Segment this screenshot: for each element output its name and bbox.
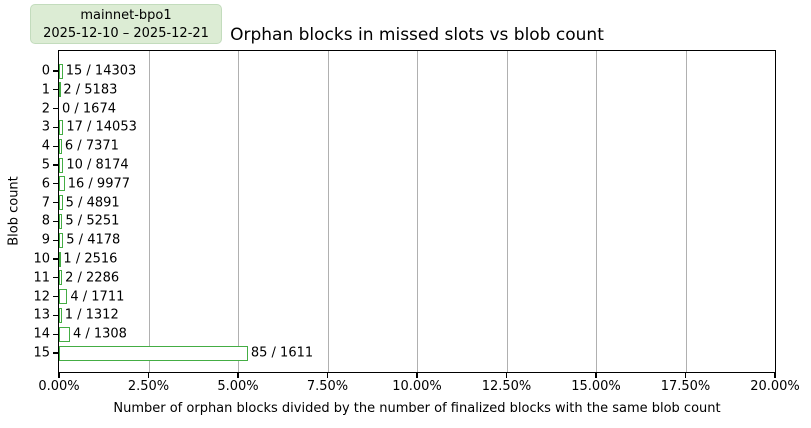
y-tick-mark — [53, 202, 58, 204]
bar-value-label: 5 / 4891 — [65, 195, 120, 211]
bar-value-label: 6 / 7371 — [64, 138, 119, 154]
x-tick-label: 20.00% — [750, 379, 800, 394]
x-tick-mark — [684, 373, 687, 378]
y-tick-mark — [53, 314, 58, 316]
bar-value-label: 4 / 1308 — [72, 326, 127, 342]
y-tick-label: 12 — [33, 289, 50, 305]
plot-area: 0.00% 2.50% 5.00% 7.50% 10.00% 12.50% 15.00% 17… — [33, 50, 800, 394]
x-tick-mark — [774, 373, 776, 378]
x-tick-label: 15.00% — [571, 379, 621, 394]
bar-value-label: 2 / 5183 — [63, 82, 118, 98]
y-tick-mark — [53, 333, 58, 335]
x-tick-mark — [147, 373, 150, 378]
y-tick-mark — [53, 352, 58, 354]
gridline — [685, 51, 687, 372]
bar — [59, 63, 63, 79]
bar-value-label: 1 / 1312 — [64, 307, 119, 323]
y-tick-mark — [53, 70, 58, 72]
y-tick-mark — [53, 258, 58, 260]
bar — [59, 119, 64, 135]
bar — [59, 195, 63, 211]
y-tick-label: 1 — [41, 82, 50, 98]
bar-value-label: 5 / 5251 — [65, 213, 120, 229]
bar — [59, 289, 68, 305]
legend-series-name: mainnet-bpo1 — [80, 8, 172, 23]
y-axis-label: Blob count — [6, 176, 22, 246]
y-tick-label: 3 — [41, 119, 50, 135]
gridline — [417, 51, 418, 372]
x-tick-mark — [58, 373, 60, 378]
gridline — [506, 51, 508, 372]
y-tick-label: 2 — [41, 101, 50, 117]
bar-value-label: 85 / 1611 — [250, 345, 314, 361]
y-tick-mark — [53, 164, 58, 166]
bar — [59, 176, 65, 192]
y-tick-label: 11 — [33, 270, 50, 286]
legend-badge: mainnet-bpo1 2025-12-10 – 2025-12-21 — [30, 4, 222, 44]
y-tick-mark — [53, 145, 58, 147]
bar — [59, 82, 61, 98]
bar — [59, 270, 63, 286]
x-tick-mark — [416, 373, 418, 378]
gridline — [596, 51, 597, 372]
x-tick-label: 10.00% — [392, 379, 442, 394]
bar-value-label: 0 / 1674 — [62, 101, 116, 117]
chart-title: Orphan blocks in missed slots vs blob co… — [230, 25, 604, 45]
y-tick-mark — [53, 108, 58, 110]
bar-value-label: 2 / 2286 — [65, 270, 120, 286]
legend-date-range: 2025-12-10 – 2025-12-21 — [43, 26, 209, 41]
x-tick-label: 2.50% — [127, 379, 170, 394]
gridline — [327, 51, 329, 372]
y-tick-label: 5 — [41, 157, 50, 173]
y-tick-mark — [53, 126, 58, 128]
x-tick-label: 12.50% — [481, 379, 532, 394]
y-tick-label: 8 — [41, 213, 50, 229]
bar-value-label: 4 / 1711 — [70, 289, 125, 305]
x-tick-label: 0.00% — [38, 379, 80, 394]
y-tick-label: 6 — [41, 176, 50, 192]
bar — [59, 307, 62, 323]
bar-value-label: 16 / 9977 — [67, 176, 131, 192]
bar-value-label: 17 / 14053 — [66, 119, 137, 135]
y-tick-label: 13 — [33, 307, 50, 323]
bar-value-label: 5 / 4178 — [66, 232, 121, 248]
y-tick-label: 4 — [41, 138, 50, 154]
x-tick-mark — [595, 373, 597, 378]
gridline — [238, 51, 239, 372]
x-tick-mark — [505, 373, 508, 378]
y-tick-mark — [53, 239, 58, 241]
y-tick-mark — [53, 89, 58, 91]
bar-value-label: 15 / 14303 — [65, 63, 137, 79]
y-tick-mark — [53, 183, 58, 185]
x-tick-label: 17.50% — [660, 379, 711, 394]
gridline — [148, 51, 150, 372]
bar-value-label: 10 / 8174 — [66, 157, 129, 173]
y-tick-label: 10 — [33, 251, 50, 267]
x-tick-label: 7.50% — [306, 379, 349, 394]
bar — [59, 157, 64, 173]
bar — [59, 345, 248, 361]
bar — [59, 251, 61, 267]
x-axis-label: Number of orphan blocks divided by the n… — [113, 401, 721, 416]
bar-value-label: 1 / 2516 — [63, 251, 118, 267]
bar — [59, 232, 64, 248]
y-tick-label: 15 — [33, 345, 50, 361]
y-tick-label: 0 — [41, 63, 50, 79]
x-tick-mark — [326, 373, 329, 378]
bar — [59, 326, 70, 342]
bar — [59, 213, 63, 229]
y-tick-label: 9 — [41, 232, 50, 248]
x-tick-mark — [237, 373, 239, 378]
y-tick-label: 7 — [41, 195, 50, 211]
y-tick-mark — [53, 277, 58, 279]
y-tick-mark — [53, 220, 58, 222]
bar — [59, 138, 62, 154]
x-tick-label: 5.00% — [217, 379, 259, 394]
y-tick-label: 14 — [33, 326, 50, 342]
y-tick-mark — [53, 296, 58, 298]
